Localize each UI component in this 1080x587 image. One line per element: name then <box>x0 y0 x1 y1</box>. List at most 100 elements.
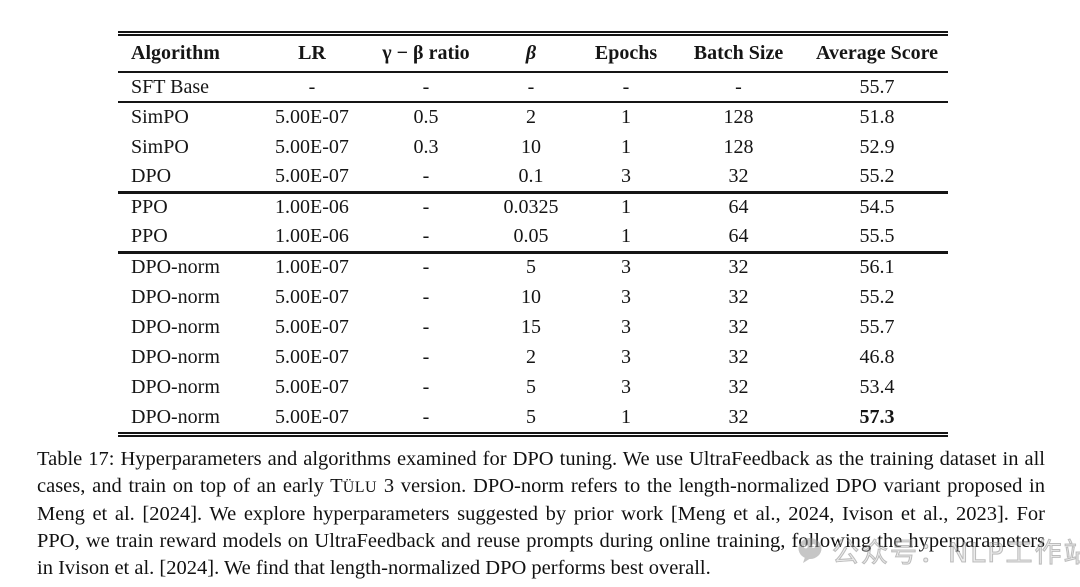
table-cell: 1 <box>621 106 631 128</box>
table-cell: 55.2 <box>859 164 895 187</box>
table-cell: 51.8 <box>859 106 895 128</box>
table-cell: 128 <box>723 106 754 128</box>
table-cell: 3 <box>621 345 631 368</box>
table-cell: - <box>622 75 630 98</box>
table-caption: Table 17: Hyperparameters and algorithms… <box>37 446 1045 582</box>
table-cell: 1 <box>621 196 631 219</box>
table-cell: 5 <box>526 256 536 279</box>
table-header: Algorithm LR γ − β ratio β Epochs Batch … <box>118 36 948 72</box>
table-cell: 5.00E-07 <box>275 405 349 428</box>
column-header-beta: β <box>525 42 537 64</box>
table-cell: 5.00E-07 <box>275 164 349 187</box>
cell-algorithm: DPO-norm <box>131 345 220 368</box>
table-cell: 5.00E-07 <box>275 345 349 368</box>
table-cell: 2 <box>526 106 536 128</box>
table-row: PPO 1.00E-06 - 0.0325 1 64 54.5 <box>118 192 948 222</box>
column-header-epochs: Epochs <box>594 42 658 64</box>
table-cell: 1 <box>621 224 631 247</box>
table-cell: - <box>422 375 430 398</box>
column-header-gamma-beta-ratio: γ − β ratio <box>382 42 470 64</box>
hyperparameters-table: Algorithm LR γ − β ratio β Epochs Batch … <box>118 36 948 432</box>
table-cell: 32 <box>728 256 749 279</box>
table-cell: 10 <box>521 135 541 158</box>
table-cell: - <box>422 164 430 187</box>
table-cell: - <box>527 75 535 98</box>
table-cell: 5.00E-07 <box>275 106 349 128</box>
table-cell: - <box>422 285 430 308</box>
caption-text-start: Table 17: Hyperparameters and algorithms… <box>37 448 1045 497</box>
table-cell: - <box>422 405 430 428</box>
column-header-average-score: Average Score <box>816 42 938 64</box>
cell-algorithm: SimPO <box>131 106 189 128</box>
table-cell: 0.0325 <box>503 196 559 219</box>
table-cell: - <box>735 75 742 98</box>
table-cell: 10 <box>521 285 541 308</box>
header-row: Algorithm LR γ − β ratio β Epochs Batch … <box>118 36 948 72</box>
table-container: Algorithm LR γ − β ratio β Epochs Batch … <box>118 31 948 437</box>
table-cell: - <box>422 345 430 368</box>
table-cell: 55.5 <box>859 224 895 247</box>
caption-smallcaps-tulu: ÜLU <box>342 479 378 496</box>
table-cell: 3 <box>621 256 631 279</box>
table-cell: 32 <box>728 164 749 187</box>
cell-algorithm: PPO <box>131 196 168 219</box>
table-cell: 55.2 <box>859 285 895 308</box>
table-row: DPO-norm 5.00E-07 - 15 3 32 55.7 <box>118 312 948 342</box>
table-row: DPO-norm 5.00E-07 - 2 3 32 46.8 <box>118 342 948 372</box>
table-cell: 57.3 <box>859 405 895 428</box>
table-row: SimPO 5.00E-07 0.5 2 1 128 51.8 <box>118 102 948 132</box>
table-cell: - <box>422 196 430 219</box>
table-group-1: SimPO 5.00E-07 0.5 2 1 128 51.8 SimPO 5.00E-07 0.… <box>118 102 948 192</box>
column-header-lr: LR <box>298 42 326 64</box>
table-cell: 1.00E-06 <box>275 196 349 219</box>
table-cell: 32 <box>728 375 749 398</box>
table-cell: 5.00E-07 <box>275 315 349 338</box>
table-row: DPO-norm 5.00E-07 - 5 1 32 57.3 <box>118 402 948 432</box>
table-cell: 1 <box>621 405 631 428</box>
table-row: PPO 1.00E-06 - 0.05 1 64 55.5 <box>118 222 948 252</box>
table-cell: 32 <box>728 405 749 428</box>
table-cell: 0.05 <box>513 224 549 247</box>
table-cell: - <box>422 256 430 279</box>
table-cell: 52.9 <box>859 135 895 158</box>
table-cell: - <box>422 75 430 98</box>
caption-text-end: 3 version. DPO-norm refers to the length… <box>37 475 1045 579</box>
table-cell: 32 <box>728 315 749 338</box>
table-group-2: PPO 1.00E-06 - 0.0325 1 64 54.5 PPO 1.00E-06 - 0.0… <box>118 192 948 252</box>
table-cell: 32 <box>728 285 749 308</box>
table-cell: 5.00E-07 <box>275 135 349 158</box>
cell-algorithm: DPO-norm <box>131 315 220 338</box>
cell-algorithm: DPO-norm <box>131 405 220 428</box>
table-cell: - <box>422 224 430 247</box>
table-cell: 0.3 <box>413 135 439 158</box>
table-cell: 0.1 <box>518 164 544 187</box>
table-cell: 1.00E-07 <box>275 256 349 279</box>
table-cell: 3 <box>621 375 631 398</box>
table-cell: 128 <box>723 135 754 158</box>
table-cell: 32 <box>728 345 749 368</box>
table-cell: 1.00E-06 <box>275 224 349 247</box>
table-row: DPO-norm 1.00E-07 - 5 3 32 56.1 <box>118 252 948 282</box>
table-cell: 55.7 <box>859 315 895 338</box>
table-cell: 5.00E-07 <box>275 375 349 398</box>
cell-algorithm: SFT Base <box>131 75 209 98</box>
cell-algorithm: DPO-norm <box>131 375 220 398</box>
table-cell: 54.5 <box>859 196 895 219</box>
cell-algorithm: DPO-norm <box>131 285 220 308</box>
cell-algorithm: DPO <box>131 164 172 187</box>
table-cell: 64 <box>728 196 749 219</box>
column-header-batch-size: Batch Size <box>693 42 784 64</box>
table-row: DPO-norm 5.00E-07 - 5 3 32 53.4 <box>118 372 948 402</box>
table-cell: 3 <box>621 164 631 187</box>
table-cell: 56.1 <box>859 256 895 279</box>
table-cell: 64 <box>728 224 749 247</box>
table-row: DPO-norm 5.00E-07 - 10 3 32 55.2 <box>118 282 948 312</box>
table-cell: 5 <box>526 405 536 428</box>
table-cell: 15 <box>521 315 541 338</box>
cell-algorithm: PPO <box>131 224 168 247</box>
table-cell: 0.5 <box>413 106 439 128</box>
table-cell: 3 <box>621 285 631 308</box>
table-cell: 2 <box>526 345 536 368</box>
table-cell: 53.4 <box>859 375 895 398</box>
